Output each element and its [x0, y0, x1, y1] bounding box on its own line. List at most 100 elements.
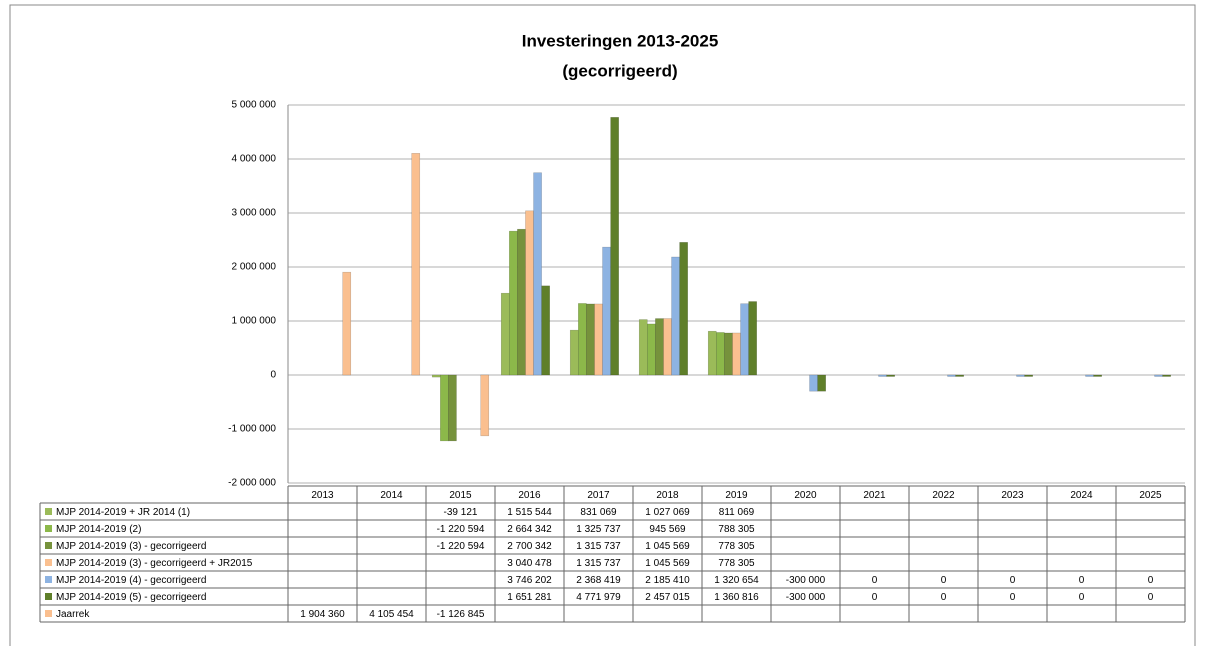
y-tick-label: -2 000 000 [228, 478, 276, 489]
table-cell: 0 [1079, 592, 1085, 603]
x-tick-label: 2025 [1139, 490, 1162, 501]
x-tick-label: 2016 [518, 490, 541, 501]
table-cell: 0 [1148, 592, 1154, 603]
table-cell: -300 000 [786, 575, 826, 586]
table-cell: 788 305 [718, 524, 755, 535]
chart-subtitle: (gecorrigeerd) [562, 61, 677, 80]
table-cell: 1 027 069 [645, 507, 690, 518]
bar [602, 246, 611, 376]
bar [663, 318, 672, 376]
table-cell: 2 185 410 [645, 575, 690, 586]
table-cell: 1 904 360 [300, 609, 345, 620]
legend-swatch [45, 610, 52, 617]
table-cell: 1 045 569 [645, 541, 690, 552]
table-cell: 2 700 342 [507, 541, 552, 552]
bar [638, 319, 648, 376]
x-tick-label: 2013 [311, 490, 334, 501]
bar [878, 374, 887, 377]
bar [809, 374, 818, 392]
bar [947, 374, 956, 377]
table-cell: 0 [872, 592, 878, 603]
bar [671, 256, 680, 376]
bar [541, 285, 550, 376]
bar [716, 332, 725, 376]
table-cell: 4 105 454 [369, 609, 414, 620]
table-cell: 2 664 342 [507, 524, 552, 535]
legend-label: MJP 2014-2019 (2) [56, 524, 141, 535]
x-tick-label: 2019 [725, 490, 748, 501]
bar [679, 242, 688, 376]
table-cell: 1 515 544 [507, 507, 552, 518]
legend-swatch [45, 508, 52, 515]
table-cell: 1 315 737 [576, 541, 621, 552]
table-cell: 3 040 478 [507, 558, 552, 569]
chart-title: Investeringen 2013-2025 [522, 31, 719, 50]
legend-swatch [45, 576, 52, 583]
legend-label: MJP 2014-2019 (5) - gecorrigeerd [56, 592, 206, 603]
bar [533, 172, 542, 376]
bar [1024, 374, 1033, 377]
table-cell: 945 569 [649, 524, 686, 535]
table-cell: 0 [1010, 575, 1016, 586]
x-tick-label: 2015 [449, 490, 472, 501]
bar [525, 210, 534, 376]
y-tick-label: -1 000 000 [228, 424, 276, 435]
x-tick-label: 2024 [1070, 490, 1093, 501]
bar [517, 228, 526, 376]
x-tick-label: 2017 [587, 490, 610, 501]
y-tick-label: 2 000 000 [232, 262, 277, 273]
bar [440, 374, 449, 442]
table-cell: 0 [1148, 575, 1154, 586]
x-tick-label: 2020 [794, 490, 817, 501]
table-cell: 1 360 816 [714, 592, 759, 603]
bar [1016, 374, 1025, 377]
table-cell: 1 320 654 [714, 575, 759, 586]
bar [1085, 374, 1094, 377]
table-cell: 2 457 015 [645, 592, 690, 603]
table-cell: 1 315 737 [576, 558, 621, 569]
bar [647, 323, 656, 376]
x-tick-label: 2014 [380, 490, 403, 501]
legend-swatch [45, 593, 52, 600]
table-cell: 1 045 569 [645, 558, 690, 569]
x-tick-label: 2022 [932, 490, 955, 501]
legend-label: MJP 2014-2019 + JR 2014 (1) [56, 507, 190, 518]
legend-swatch [45, 559, 52, 566]
bar [707, 330, 717, 376]
bar [740, 303, 749, 376]
y-tick-label: 5 000 000 [232, 100, 277, 111]
table-cell: 1 325 737 [576, 524, 621, 535]
bar [1093, 374, 1102, 377]
x-tick-label: 2023 [1001, 490, 1024, 501]
bar [431, 374, 441, 378]
table-cell: 4 771 979 [576, 592, 621, 603]
table-cell: 2 368 419 [576, 575, 621, 586]
bar [610, 117, 619, 376]
table-cell: -300 000 [786, 592, 826, 603]
bar [578, 303, 587, 376]
table-cell: 778 305 [718, 558, 755, 569]
bar [817, 374, 826, 392]
y-tick-label: 1 000 000 [232, 316, 277, 327]
table-cell: 0 [1010, 592, 1016, 603]
table-cell: -39 121 [444, 507, 478, 518]
table-cell: 1 651 281 [507, 592, 552, 603]
table-cell: 831 069 [580, 507, 617, 518]
table-cell: 0 [941, 575, 947, 586]
table-cell: 0 [941, 592, 947, 603]
bar [586, 303, 595, 376]
bar [1154, 374, 1163, 377]
legend-label: MJP 2014-2019 (3) - gecorrigeerd + JR201… [56, 558, 253, 569]
bar [342, 271, 352, 376]
bar [480, 374, 490, 437]
legend-swatch [45, 525, 52, 532]
legend-swatch [45, 542, 52, 549]
table-cell: 811 069 [719, 507, 755, 518]
y-tick-label: 4 000 000 [232, 154, 277, 165]
table-cell: -1 220 594 [437, 524, 485, 535]
table-cell: 3 746 202 [507, 575, 552, 586]
legend-label: MJP 2014-2019 (4) - gecorrigeerd [56, 575, 206, 586]
table-cell: 0 [872, 575, 878, 586]
bar [886, 374, 895, 377]
